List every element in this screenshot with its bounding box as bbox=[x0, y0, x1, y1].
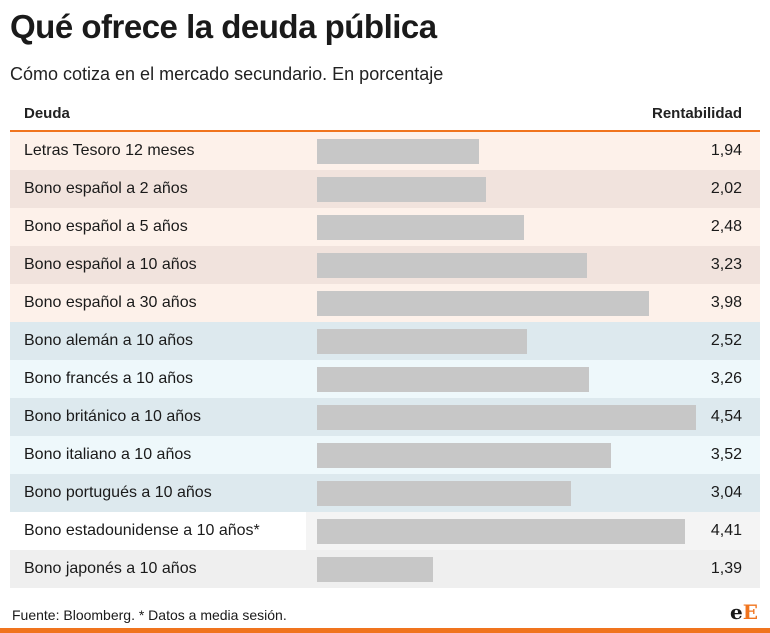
data-bar bbox=[317, 139, 479, 164]
row-label: Bono español a 2 años bbox=[24, 180, 188, 197]
row-value-cell: 3,98 bbox=[306, 284, 760, 322]
row-value-cell: 3,23 bbox=[306, 246, 760, 284]
data-label: 1,94 bbox=[710, 142, 742, 159]
data-label: 1,39 bbox=[710, 560, 742, 577]
chart-table: Deuda Rentabilidad Letras Tesoro 12 mese… bbox=[10, 98, 760, 588]
table-row: Bono británico a 10 años 4,54 bbox=[10, 398, 760, 436]
accent-bottom-bar bbox=[0, 628, 770, 633]
row-label: Bono japonés a 10 años bbox=[24, 560, 197, 577]
data-label: 4,54 bbox=[710, 408, 742, 425]
data-bar bbox=[317, 519, 685, 544]
row-label: Bono portugués a 10 años bbox=[24, 484, 212, 501]
source-note: Fuente: Bloomberg. * Datos a media sesió… bbox=[12, 607, 287, 623]
data-label: 3,98 bbox=[710, 294, 742, 311]
row-value-cell: 3,26 bbox=[306, 360, 760, 398]
data-label: 3,26 bbox=[710, 370, 742, 387]
row-label: Bono español a 30 años bbox=[24, 294, 197, 311]
data-label: 2,48 bbox=[710, 218, 742, 235]
table-row: Letras Tesoro 12 meses 1,94 bbox=[10, 132, 760, 170]
row-value-cell: 1,94 bbox=[306, 132, 760, 170]
table-row: Bono italiano a 10 años 3,52 bbox=[10, 436, 760, 474]
data-bar bbox=[317, 215, 524, 240]
row-label: Letras Tesoro 12 meses bbox=[24, 142, 195, 159]
data-bar bbox=[317, 177, 486, 202]
row-label: Bono español a 5 años bbox=[24, 218, 188, 235]
page-title: Qué ofrece la deuda pública bbox=[10, 8, 437, 45]
row-label: Bono alemán a 10 años bbox=[24, 332, 194, 349]
table-row: Bono español a 5 años 2,48 bbox=[10, 208, 760, 246]
row-value-cell: 1,39 bbox=[306, 550, 760, 588]
row-value-cell: 2,48 bbox=[306, 208, 760, 246]
data-bar bbox=[317, 405, 696, 430]
data-bar bbox=[317, 367, 589, 392]
row-value-cell: 4,41 bbox=[306, 512, 760, 550]
data-bar bbox=[317, 481, 571, 506]
table-row: Bono francés a 10 años 3,26 bbox=[10, 360, 760, 398]
row-label: Bono francés a 10 años bbox=[24, 370, 194, 387]
row-value-cell: 3,04 bbox=[306, 474, 760, 512]
row-value-cell: 2,52 bbox=[306, 322, 760, 360]
row-label: Bono español a 10 años bbox=[24, 256, 197, 273]
data-label: 3,04 bbox=[710, 484, 742, 501]
table-row: Bono estadounidense a 10 años* 4,41 bbox=[10, 512, 760, 550]
table-row: Bono español a 2 años 2,02 bbox=[10, 170, 760, 208]
table-header: Deuda Rentabilidad bbox=[10, 98, 760, 132]
data-bar bbox=[317, 253, 587, 278]
column-header-rentabilidad: Rentabilidad bbox=[651, 105, 742, 122]
data-bar bbox=[317, 329, 527, 354]
table-row: Bono portugués a 10 años 3,04 bbox=[10, 474, 760, 512]
data-label: 3,23 bbox=[710, 256, 742, 273]
table-row: Bono japonés a 10 años 1,39 bbox=[10, 550, 760, 588]
data-label: 2,02 bbox=[710, 180, 742, 197]
data-label: 2,52 bbox=[710, 332, 742, 349]
data-bar bbox=[317, 443, 611, 468]
page-subtitle: Cómo cotiza en el mercado secundario. En… bbox=[10, 64, 444, 84]
data-bar bbox=[317, 557, 433, 582]
row-value-cell: 3,52 bbox=[306, 436, 760, 474]
data-bar bbox=[317, 291, 649, 316]
row-value-cell: 4,54 bbox=[306, 398, 760, 436]
data-label: 4,41 bbox=[710, 522, 742, 539]
logo-lower: e bbox=[730, 600, 743, 624]
row-label: Bono británico a 10 años bbox=[24, 408, 202, 425]
chart-rows: Letras Tesoro 12 meses 1,94 Bono español a… bbox=[10, 132, 760, 588]
table-row: Bono español a 30 años 3,98 bbox=[10, 284, 760, 322]
table-row: Bono español a 10 años 3,23 bbox=[10, 246, 760, 284]
data-label: 3,52 bbox=[710, 446, 742, 463]
brand-logo: eE bbox=[730, 600, 758, 624]
row-label: Bono italiano a 10 años bbox=[24, 446, 192, 463]
row-value-cell: 2,02 bbox=[306, 170, 760, 208]
table-row: Bono alemán a 10 años 2,52 bbox=[10, 322, 760, 360]
row-label: Bono estadounidense a 10 años* bbox=[24, 522, 260, 539]
logo-upper: E bbox=[742, 600, 758, 624]
column-header-deuda: Deuda bbox=[24, 105, 70, 122]
